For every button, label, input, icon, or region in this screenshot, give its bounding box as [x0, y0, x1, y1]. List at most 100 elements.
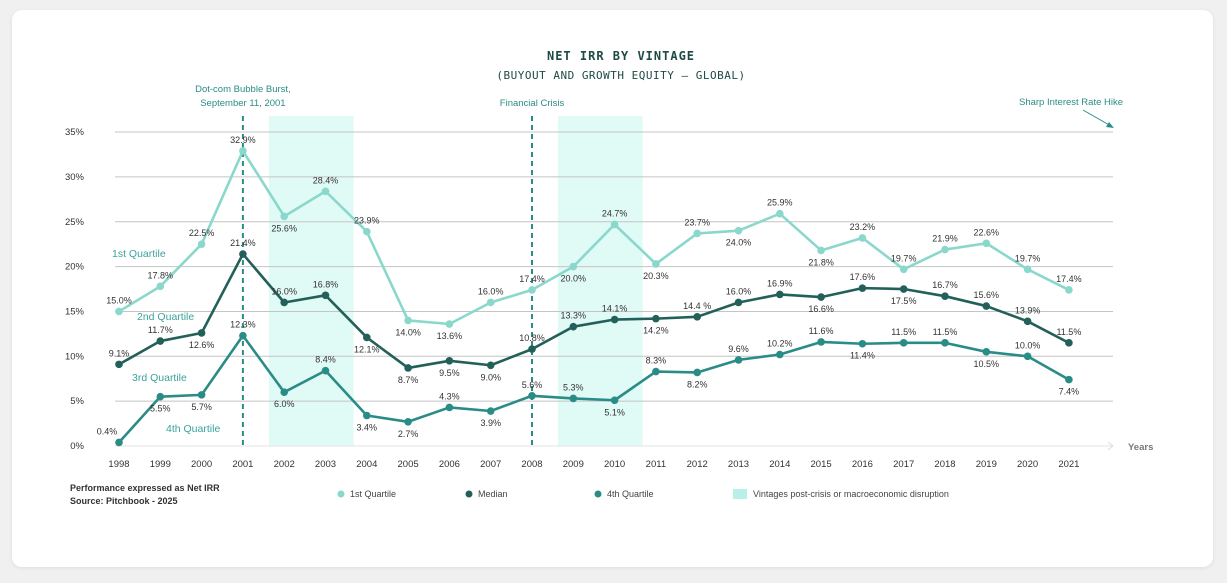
data-point	[528, 391, 536, 400]
data-label: 16.0%	[271, 286, 297, 296]
data-point	[445, 403, 454, 412]
data-point	[941, 339, 949, 347]
data-label: 21.4%	[230, 238, 256, 248]
data-point	[1065, 286, 1073, 294]
data-point	[652, 314, 660, 323]
data-point	[693, 313, 701, 321]
x-tick-label: 2006	[439, 459, 460, 470]
data-label: 11.6%	[809, 326, 834, 336]
data-point	[941, 292, 949, 301]
x-axis-arrow	[1107, 441, 1114, 451]
data-point	[982, 302, 991, 310]
data-label: 5.5%	[150, 404, 171, 414]
data-label: 15.6%	[974, 290, 1000, 300]
data-point	[734, 298, 743, 307]
data-point	[528, 345, 536, 353]
shaded-period-1	[268, 116, 354, 446]
x-tick-label: 2003	[315, 459, 336, 470]
data-label: 8.4%	[315, 355, 336, 365]
data-point	[610, 396, 619, 405]
data-point	[404, 417, 412, 426]
data-point	[1023, 265, 1032, 274]
data-label: 16.6%	[808, 304, 834, 314]
y-tick-label: 0%	[70, 441, 84, 452]
data-point	[1023, 352, 1032, 361]
y-tick-label: 35%	[65, 127, 85, 138]
data-point	[982, 239, 991, 248]
data-label: 20.3%	[643, 271, 669, 281]
x-tick-label: 2014	[769, 459, 790, 470]
series-line-0	[118, 149, 1070, 326]
x-tick-label: 2019	[976, 459, 997, 470]
data-point	[239, 250, 247, 258]
data-label: 16.8%	[313, 279, 339, 289]
data-label: 4.3%	[439, 391, 460, 401]
data-label: 19.7%	[891, 253, 917, 263]
data-label: 14.0%	[395, 327, 421, 337]
data-label: 10.0%	[1015, 340, 1041, 350]
data-point	[321, 187, 330, 196]
legend-median-label: Median	[478, 489, 508, 499]
data-label: 13.9%	[1015, 305, 1041, 315]
data-label: 5.6%	[522, 380, 543, 390]
data-point	[652, 260, 660, 268]
data-label: 9.5%	[439, 368, 460, 378]
data-point	[404, 364, 412, 372]
data-point	[899, 265, 908, 274]
legend-shade-label: Vintages post-crisis or macroeconomic di…	[753, 489, 949, 499]
data-point	[899, 285, 908, 293]
series-line-2	[118, 334, 1070, 444]
data-point	[239, 147, 247, 155]
x-tick-label: 2013	[728, 459, 749, 470]
data-label: 9.0%	[480, 372, 501, 382]
data-label: 24.7%	[602, 208, 628, 218]
data-point	[817, 338, 825, 346]
data-label: 12.3%	[230, 320, 256, 330]
data-label: 11.7%	[148, 325, 173, 335]
data-label: 12.1%	[354, 344, 380, 354]
x-tick-label: 2015	[811, 459, 832, 470]
data-label: 5.1%	[604, 407, 625, 417]
data-label: 8.7%	[398, 375, 419, 385]
legend-q4-marker	[594, 490, 602, 498]
x-tick-label: 2017	[893, 459, 914, 470]
data-point	[693, 368, 701, 377]
quartile-label-3: 3rd Quartile	[132, 372, 187, 384]
data-label: 16.0%	[726, 286, 752, 296]
data-label: 17.8%	[148, 270, 174, 280]
data-point	[404, 316, 412, 325]
data-point	[610, 315, 619, 324]
data-point	[569, 322, 578, 331]
data-label: 11.5%	[1056, 327, 1081, 337]
data-label: 28.4%	[313, 175, 339, 185]
data-label: 17.4%	[1056, 274, 1082, 284]
chart-subtitle: (BUYOUT AND GROWTH EQUITY — GLOBAL)	[496, 69, 745, 82]
legend-q1-marker	[337, 490, 345, 498]
data-label: 20.0%	[561, 274, 587, 284]
x-tick-label: 2000	[191, 459, 212, 470]
series-line-1	[118, 252, 1070, 370]
data-label: 0.4%	[97, 426, 118, 436]
data-label: 5.3%	[563, 382, 584, 392]
x-tick-label: 2016	[852, 459, 873, 470]
data-point	[486, 407, 495, 415]
data-point	[197, 240, 206, 248]
data-point	[858, 284, 867, 292]
data-label: 10.8%	[519, 333, 545, 343]
data-point	[280, 388, 289, 396]
data-label: 8.2%	[687, 379, 708, 389]
event-label: Financial Crisis	[500, 98, 565, 109]
data-label: 22.6%	[974, 227, 1000, 237]
rate-hike-arrow	[1082, 109, 1114, 128]
data-label: 23.9%	[354, 216, 380, 226]
event-label: Dot-com Bubble Burst,	[195, 84, 291, 95]
y-tick-label: 15%	[65, 306, 85, 317]
data-point	[280, 298, 289, 307]
data-point	[321, 366, 330, 375]
data-label: 17.4%	[519, 274, 545, 284]
legend-shade-marker	[733, 489, 747, 499]
data-point	[569, 262, 578, 271]
data-label: 6.0%	[274, 399, 295, 409]
data-label: 3.9%	[480, 418, 501, 428]
data-label: 17.6%	[850, 272, 876, 282]
